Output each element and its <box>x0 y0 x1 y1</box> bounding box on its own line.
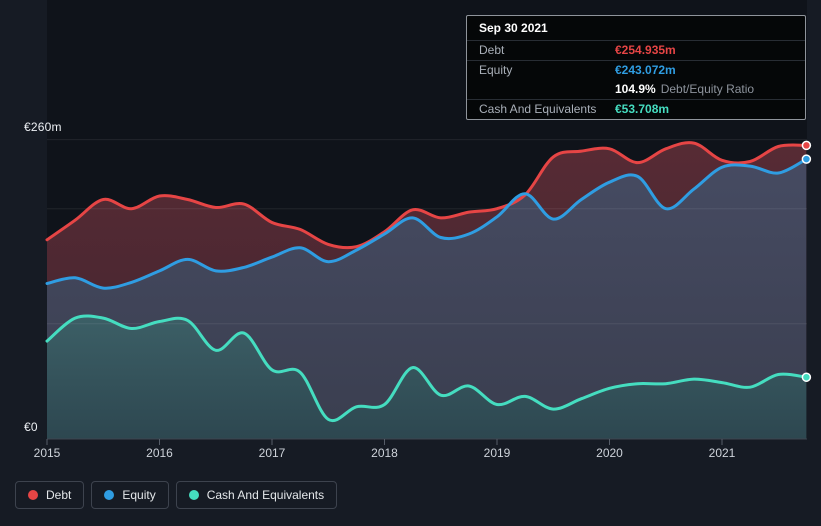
y-axis-label-top: €260m <box>24 120 62 134</box>
legend-item-cash[interactable]: Cash And Equivalents <box>175 481 338 509</box>
legend-item-cash-label: Cash And Equivalents <box>206 488 325 502</box>
tooltip-row-debt: Debt €254.935m <box>467 40 805 60</box>
tooltip-date: Sep 30 2021 <box>479 21 548 35</box>
cash-series-dot <box>188 490 199 500</box>
cash-and-equivalents-area <box>47 315 807 439</box>
cash-and-equivalents-line <box>45 314 808 423</box>
debt-series-dot <box>28 490 38 500</box>
legend-item-equity[interactable]: Equity <box>91 481 169 509</box>
legend: Debt Equity Cash And Equivalents <box>15 481 338 509</box>
x-axis-label-2021: 2021 <box>709 446 736 460</box>
tooltip-cash-label: Cash And Equivalents <box>479 102 597 116</box>
tooltip-ratio-value: 104.9% <box>615 82 656 96</box>
x-axis-label-2020: 2020 <box>596 446 623 460</box>
equity-series-dot <box>104 490 115 500</box>
x-axis-label-2019: 2019 <box>484 446 511 460</box>
tooltip-debt-label: Debt <box>479 43 505 57</box>
equity-end-dot <box>801 154 812 164</box>
y-axis-label-bottom: €0 <box>24 420 38 434</box>
tooltip-cash-value: €53.708m <box>615 102 670 116</box>
x-axis-label-2018: 2018 <box>371 446 398 460</box>
tooltip-equity-value: €243.072m <box>615 63 676 77</box>
tooltip-row-equity: Equity €243.072m <box>467 60 805 80</box>
x-axis-label-2017: 2017 <box>259 446 286 460</box>
debt-line <box>45 141 808 250</box>
x-axis-label-2015: 2015 <box>34 446 61 460</box>
chart-tooltip: Sep 30 2021 Debt €254.935m Equity €243.0… <box>466 15 806 120</box>
tooltip-row-ratio: 104.9% Debt/Equity Ratio <box>467 80 805 99</box>
tooltip-equity-label: Equity <box>479 63 513 77</box>
tooltip-row-cash: Cash And Equivalents €53.708m <box>467 99 805 119</box>
cash-and-equivalents-end-dot <box>801 372 812 382</box>
tooltip-ratio-label: Debt/Equity Ratio <box>660 82 755 96</box>
legend-item-debt-label: Debt <box>46 488 72 502</box>
equity-line <box>45 157 808 290</box>
x-axis-label-2016: 2016 <box>146 446 173 460</box>
legend-item-equity-label: Equity <box>122 488 156 502</box>
debt-end-dot <box>801 140 812 151</box>
legend-item-debt[interactable]: Debt <box>15 481 85 509</box>
tooltip-debt-value: €254.935m <box>615 43 676 57</box>
